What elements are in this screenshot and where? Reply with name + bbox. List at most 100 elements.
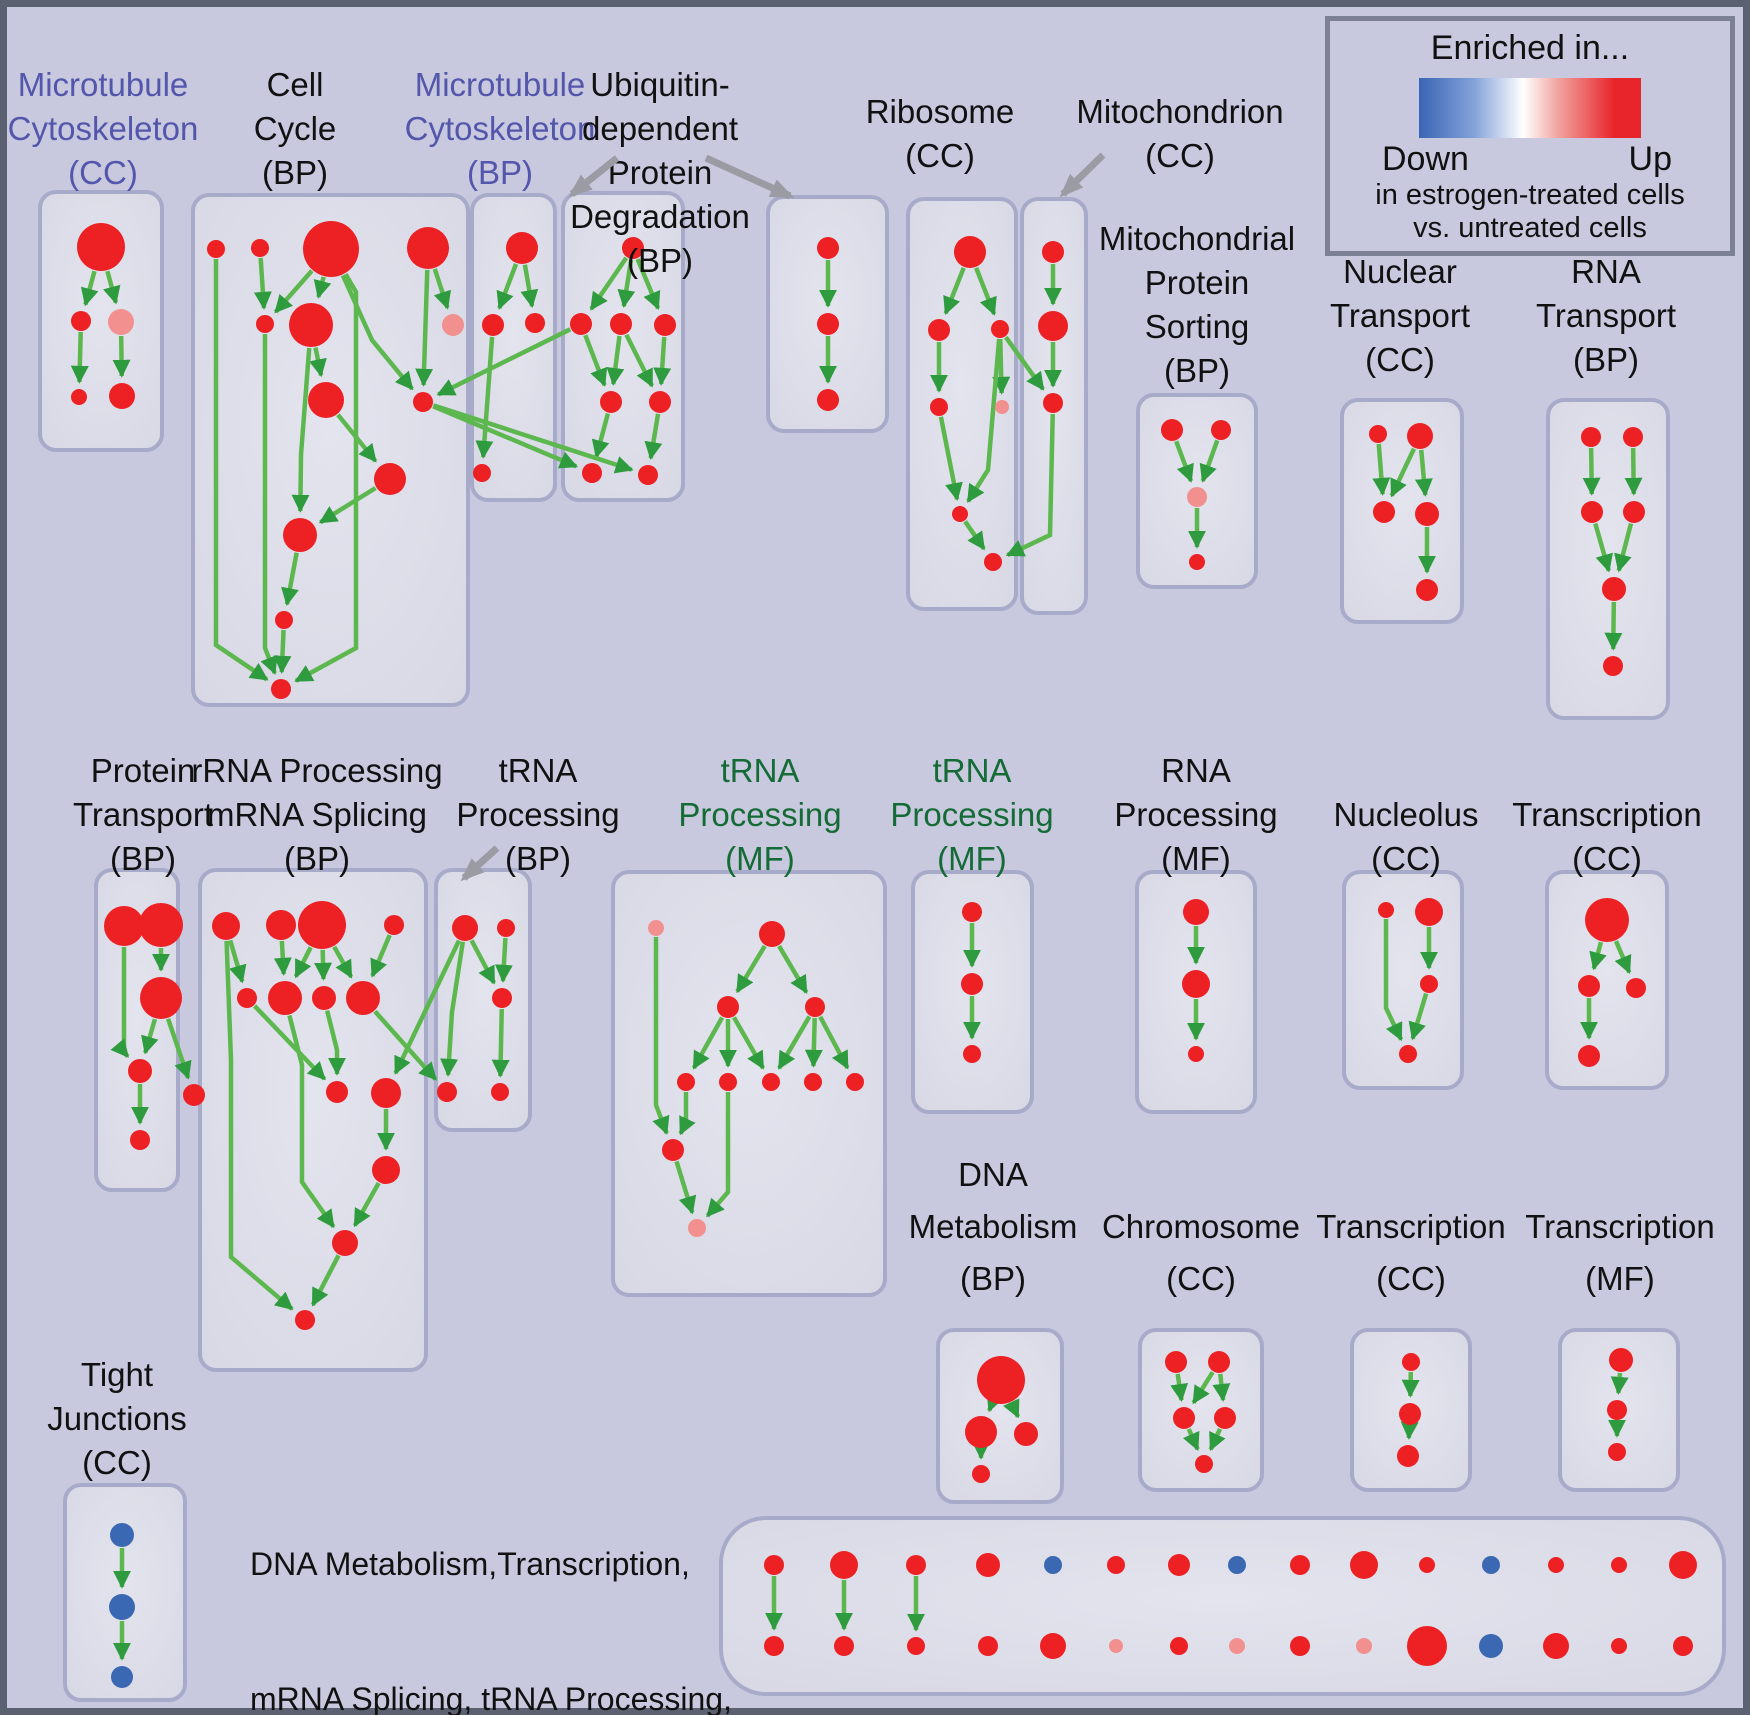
go-term-node: [804, 1073, 822, 1091]
go-term-node: [805, 997, 825, 1017]
go-term-node: [372, 1156, 400, 1184]
edge-ubiquitin-1: [624, 333, 654, 388]
go-term-node: [1042, 241, 1064, 263]
go-term-node: [413, 392, 433, 412]
group-label-mitochondrion: Mitochondrion: [1076, 93, 1283, 130]
go-term-node: [1182, 970, 1210, 998]
go-term-node: [976, 1553, 1000, 1577]
edge-ubiquitin-1: [591, 413, 611, 459]
go-term-node: [1214, 1407, 1236, 1429]
go-term-node: [1626, 978, 1646, 998]
go-term-node: [638, 465, 658, 485]
go-term-node: [965, 1416, 997, 1448]
edge-rrna-processing: [352, 1181, 381, 1228]
group-label-chromosome: (CC): [1166, 1260, 1236, 1297]
edge-trna-mf-large: [678, 1092, 696, 1136]
group-label-protein-transport: Protein: [91, 752, 196, 789]
go-term-node: [308, 382, 344, 418]
ubiquitin-left-pointer-icon: [568, 155, 620, 197]
edge-ubiquitin-1: [644, 413, 663, 461]
trna-bp-pointer-icon: [460, 845, 500, 882]
go-term-node: [830, 1551, 858, 1579]
group-label-trna-bp: Processing: [456, 796, 619, 833]
group-label-nuclear-transport: Nuclear: [1343, 253, 1457, 290]
group-label-trna-mf-small: Processing: [890, 796, 1053, 833]
group-label-ubiquitin-1: Degradation: [570, 198, 750, 235]
group-label-tight-junctions: Junctions: [47, 1400, 186, 1437]
go-term-node: [570, 313, 592, 335]
go-term-node: [1669, 1551, 1697, 1579]
edge-cell-cycle: [415, 269, 434, 387]
edge-transcription-cc-row3: [1400, 1421, 1419, 1440]
edge-dna-metabolism: [986, 1392, 1004, 1413]
go-term-node: [907, 1637, 925, 1655]
go-term-node: [1399, 1403, 1421, 1425]
edge-rrna-processing: [287, 1014, 336, 1229]
go-term-node: [995, 400, 1009, 414]
go-term-node: [719, 1073, 737, 1091]
go-term-node: [111, 1666, 133, 1688]
edge-cell-cycle: [260, 334, 278, 675]
group-label-cell-cycle: (BP): [262, 154, 328, 191]
edge-cell-cycle: [340, 274, 414, 391]
legend-down-label: Down: [1382, 140, 1469, 178]
edge-nucleolus: [1408, 992, 1429, 1041]
edge-trna-mf-large: [674, 1160, 697, 1215]
group-label-mitochondrion: (CC): [1145, 137, 1215, 174]
edge-trna-bp: [440, 941, 466, 1077]
cross-edge: [432, 403, 634, 474]
edge-ubiquitin-1: [589, 256, 629, 311]
legend: Enriched in... Down Up in estrogen-treat…: [1325, 16, 1735, 256]
edge-microtubule-cc: [80, 270, 99, 307]
cross-edge: [1003, 335, 1045, 391]
cross-edge: [373, 1009, 438, 1081]
go-term-node: [1608, 1443, 1626, 1461]
go-term-node: [1673, 1636, 1693, 1656]
go-term-node: [271, 679, 291, 699]
go-term-node: [207, 240, 225, 258]
go-term-node: [506, 232, 538, 264]
go-term-node: [283, 518, 317, 552]
go-term-node: [1581, 501, 1603, 523]
group-label-cell-cycle: Cell: [267, 66, 324, 103]
go-term-node: [1578, 975, 1600, 997]
go-term-node: [1415, 898, 1443, 926]
go-term-node: [1416, 579, 1438, 601]
go-term-node: [139, 903, 183, 947]
group-box-dna-metabolism: [936, 1328, 1064, 1504]
go-term-node: [972, 1465, 990, 1483]
edge-cell-cycle: [253, 257, 272, 310]
go-term-node: [442, 314, 464, 336]
go-term-node: [183, 1084, 205, 1106]
edge-ubiquitin-1: [617, 259, 636, 308]
go-term-node: [346, 981, 380, 1015]
go-term-node: [1290, 1555, 1310, 1575]
cross-edge: [1005, 413, 1055, 558]
edge-trna-mf-large: [652, 937, 670, 1135]
edge-ribosome: [974, 267, 997, 316]
group-label-microtubule-bp: Microtubule: [415, 66, 586, 103]
edge-transcription-mf: [1610, 1372, 1629, 1395]
group-label-mito-protein-sorting: Mitochondrial: [1099, 220, 1295, 257]
go-term-node: [1373, 501, 1395, 523]
edge-chromosome: [1208, 1427, 1226, 1452]
go-term-node: [212, 912, 240, 940]
edge-microtubule-bp: [475, 336, 495, 459]
group-label-rrna-processing: (BP): [284, 840, 350, 877]
edge-rrna-processing: [252, 1004, 327, 1081]
group-label-ribosome: Ribosome: [866, 93, 1015, 130]
edge-mito-protein-sorting: [1199, 439, 1220, 483]
group-label-dna-metabolism: DNA: [958, 1156, 1028, 1193]
edge-protein-transport: [141, 1018, 159, 1055]
group-label-rrna-processing: mRNA Splicing: [207, 796, 427, 833]
go-term-node: [1543, 1633, 1569, 1659]
go-term-node: [110, 1523, 134, 1547]
legend-title: Enriched in...: [1430, 29, 1630, 67]
edge-microtubule-cc: [70, 331, 89, 384]
edge-cell-cycle: [291, 347, 312, 513]
go-term-node: [525, 313, 545, 333]
go-term-node: [649, 391, 671, 413]
go-term-node: [1038, 311, 1068, 341]
